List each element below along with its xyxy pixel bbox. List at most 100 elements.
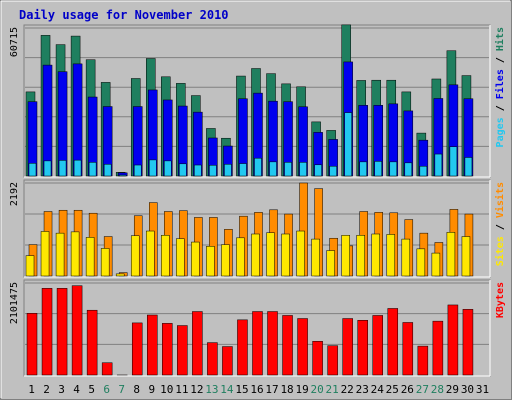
panel-visits-sites: 2192 Sites / Visits bbox=[9, 179, 506, 278]
bar-sites-day-23 bbox=[356, 235, 365, 277]
bar-sites-day-14 bbox=[221, 244, 230, 277]
bar-kbytes-day-18 bbox=[282, 315, 293, 376]
bar-sites-day-3 bbox=[55, 232, 65, 277]
bar-kbytes-day-2 bbox=[41, 288, 53, 376]
bar-pages-day-11 bbox=[179, 163, 187, 177]
x-tick-label-13: 13 bbox=[205, 383, 218, 396]
bar-pages-day-5 bbox=[88, 162, 97, 177]
bar-sites-day-13 bbox=[206, 246, 215, 277]
bar-kbytes-day-23 bbox=[357, 320, 368, 376]
x-tick-label-21: 21 bbox=[326, 383, 339, 396]
bar-sites-day-5 bbox=[85, 237, 95, 277]
legend-part: / bbox=[495, 218, 506, 236]
bar-pages-day-27 bbox=[419, 165, 428, 177]
bar-kbytes-day-9 bbox=[147, 314, 158, 376]
bar-kbytes-day-14 bbox=[222, 346, 233, 376]
chart-title: Daily usage for November 2010 bbox=[19, 8, 229, 22]
x-tick-label-6: 6 bbox=[103, 383, 110, 396]
y-max-label: 60715 bbox=[9, 27, 20, 57]
bar-pages-day-28 bbox=[434, 153, 443, 177]
bar-pages-day-10 bbox=[164, 160, 172, 177]
x-tick-label-30: 30 bbox=[461, 383, 474, 396]
x-tick-label-7: 7 bbox=[118, 383, 125, 396]
legend-part: Hits bbox=[494, 27, 506, 51]
legend-part: KBytes bbox=[495, 282, 506, 318]
bar-pages-day-9 bbox=[149, 159, 157, 177]
bar-pages-day-7 bbox=[118, 174, 127, 177]
x-tick-label-25: 25 bbox=[386, 383, 399, 396]
legend-part: Pages bbox=[495, 117, 506, 147]
bar-sites-day-11 bbox=[176, 238, 185, 277]
x-tick-label-4: 4 bbox=[73, 383, 80, 396]
bar-sites-day-6 bbox=[100, 248, 110, 277]
x-tick-label-27: 27 bbox=[416, 383, 429, 396]
bar-sites-day-26 bbox=[401, 238, 411, 277]
bar-sites-day-21 bbox=[326, 250, 335, 277]
bar-sites-day-25 bbox=[386, 234, 396, 277]
bar-kbytes-day-24 bbox=[372, 315, 383, 376]
x-tick-label-12: 12 bbox=[190, 383, 203, 396]
bar-kbytes-day-30 bbox=[462, 309, 474, 376]
bar-pages-day-14 bbox=[224, 164, 232, 177]
bar-pages-day-29 bbox=[449, 146, 458, 177]
bar-sites-day-8 bbox=[130, 235, 140, 277]
x-tick-label-26: 26 bbox=[401, 383, 414, 396]
x-tick-label-18: 18 bbox=[280, 383, 293, 396]
bar-sites-day-27 bbox=[416, 248, 426, 277]
legend-kbytes: KBytes bbox=[495, 282, 506, 318]
bar-kbytes-day-12 bbox=[192, 311, 203, 376]
x-tick-label-17: 17 bbox=[265, 383, 278, 396]
bar-sites-day-2 bbox=[40, 231, 50, 277]
bar-kbytes-day-13 bbox=[207, 342, 218, 376]
bar-pages-day-30 bbox=[464, 157, 473, 177]
bar-pages-day-13 bbox=[209, 165, 217, 177]
x-tick-label-20: 20 bbox=[311, 383, 324, 396]
x-tick-label-1: 1 bbox=[28, 383, 35, 396]
bar-pages-day-3 bbox=[58, 160, 67, 177]
bar-sites-day-7 bbox=[115, 273, 125, 277]
bar-pages-day-8 bbox=[133, 164, 142, 177]
x-tick-label-5: 5 bbox=[88, 383, 95, 396]
bar-sites-day-20 bbox=[311, 238, 320, 277]
bar-sites-day-10 bbox=[161, 235, 170, 277]
bar-kbytes-day-10 bbox=[162, 323, 173, 376]
x-tick-label-16: 16 bbox=[250, 383, 263, 396]
bar-sites-day-18 bbox=[281, 233, 290, 277]
y-max-label: 2101475 bbox=[9, 282, 20, 324]
bar-kbytes-day-26 bbox=[402, 322, 414, 376]
x-tick-label-23: 23 bbox=[356, 383, 369, 396]
panel-hits-files-pages: 60715 Pages / Files / Hits bbox=[9, 24, 506, 178]
bar-sites-day-22 bbox=[341, 235, 350, 277]
bar-sites-day-15 bbox=[236, 237, 245, 277]
bar-kbytes-day-6 bbox=[101, 362, 113, 376]
bar-pages-day-16 bbox=[254, 157, 262, 177]
bar-sites-day-19 bbox=[296, 230, 305, 277]
bar-kbytes-day-28 bbox=[432, 320, 444, 376]
bar-kbytes-day-5 bbox=[86, 309, 98, 376]
bar-pages-day-21 bbox=[329, 165, 337, 177]
bar-kbytes-day-22 bbox=[342, 318, 353, 376]
legend-part: / bbox=[495, 99, 506, 117]
bar-pages-day-4 bbox=[73, 159, 82, 177]
bar-sites-day-16 bbox=[251, 233, 260, 277]
bar-pages-day-26 bbox=[404, 162, 413, 177]
bar-sites-day-17 bbox=[266, 232, 275, 277]
legend-part: Sites bbox=[494, 236, 506, 266]
x-tick-label-15: 15 bbox=[235, 383, 248, 396]
bar-pages-day-20 bbox=[314, 164, 322, 177]
bar-pages-day-2 bbox=[43, 160, 52, 177]
bar-kbytes-day-17 bbox=[267, 311, 278, 376]
bar-kbytes-day-15 bbox=[237, 319, 248, 376]
x-tick-label-29: 29 bbox=[446, 383, 459, 396]
bar-files-day-2 bbox=[42, 64, 53, 177]
bar-pages-day-18 bbox=[284, 162, 292, 177]
bar-files-day-4 bbox=[72, 63, 83, 177]
bar-kbytes-day-1 bbox=[26, 313, 38, 376]
x-tick-label-8: 8 bbox=[133, 383, 140, 396]
bar-pages-day-15 bbox=[239, 163, 247, 177]
bar-kbytes-day-11 bbox=[177, 325, 188, 376]
bar-kbytes-day-4 bbox=[71, 285, 83, 376]
legend-part: Visits bbox=[494, 182, 506, 218]
bar-sites-day-9 bbox=[146, 230, 155, 277]
bar-kbytes-day-27 bbox=[417, 345, 429, 376]
